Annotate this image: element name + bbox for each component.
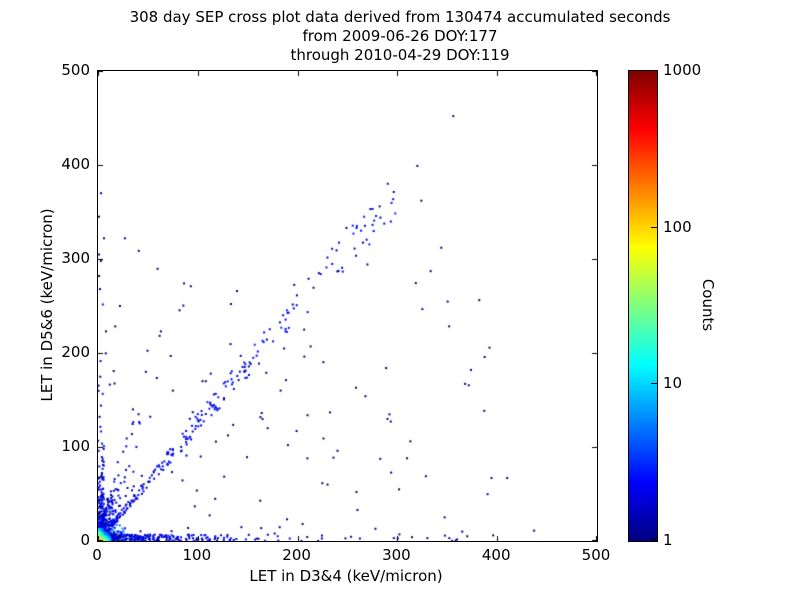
colorbar-tick-label: 1000	[663, 61, 702, 79]
colorbar-label: Counts	[699, 278, 717, 332]
plot-area	[97, 70, 598, 542]
y-axis-label: LET in D5&6 (keV/micron)	[38, 208, 56, 402]
y-tick-label: 500	[61, 61, 90, 79]
colorbar-tick-label: 100	[663, 217, 692, 236]
title-line-2: from 2009-06-26 DOY:177	[302, 27, 498, 45]
colorbar-tick-label: 1	[663, 531, 673, 549]
x-axis-label: LET in D3&4 (keV/micron)	[249, 567, 443, 585]
x-tick-label: 100	[182, 546, 212, 564]
plot-canvas	[98, 71, 597, 541]
y-tick-label: 0	[80, 531, 90, 549]
title-line-1: 308 day SEP cross plot data derived from…	[129, 8, 671, 26]
colorbar-tick-mark	[651, 539, 657, 540]
chart-title: 308 day SEP cross plot data derived from…	[0, 8, 800, 65]
x-tick-label: 300	[382, 546, 411, 564]
x-tick-label: 500	[581, 546, 611, 564]
colorbar	[628, 70, 658, 542]
colorbar-tick-mark	[651, 227, 657, 228]
y-tick-label: 100	[61, 437, 90, 455]
y-tick-label: 400	[61, 155, 90, 173]
colorbar-tick-mark	[651, 383, 657, 384]
y-tick-label: 300	[61, 249, 90, 267]
x-tick-label: 0	[92, 546, 102, 564]
colorbar-tick-mark	[651, 70, 657, 71]
y-tick-label: 200	[61, 343, 90, 361]
colorbar-tick-label: 10	[663, 374, 683, 393]
x-tick-label: 400	[481, 546, 511, 564]
title-line-3: through 2010-04-29 DOY:119	[290, 46, 510, 64]
x-tick-label: 200	[282, 546, 311, 564]
